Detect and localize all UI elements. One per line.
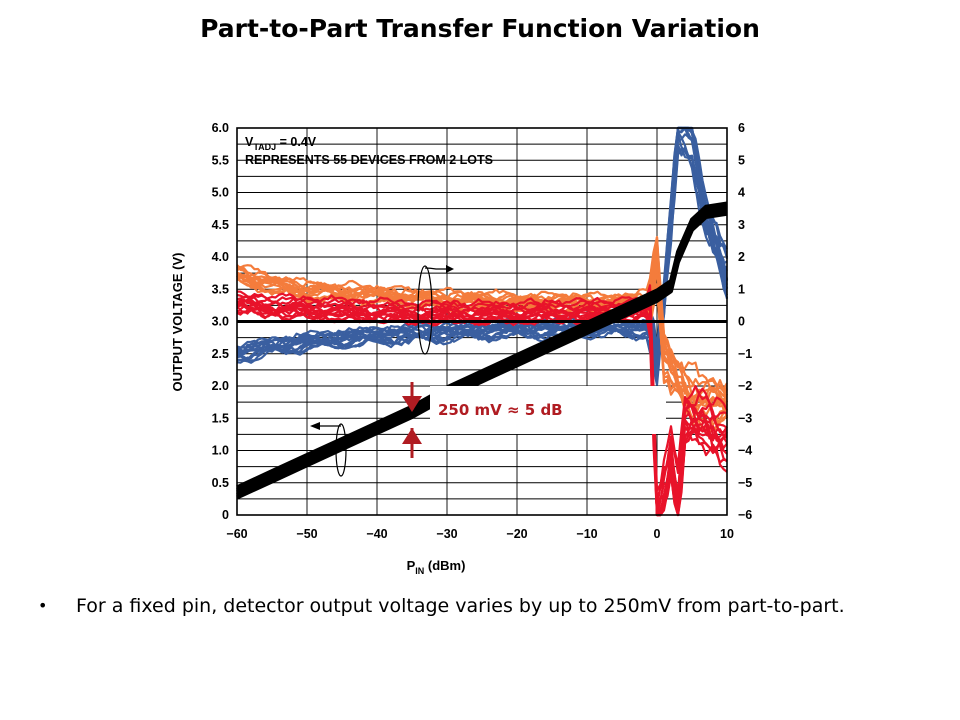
x-axis-label: PIN (dBm) bbox=[407, 558, 466, 576]
x-tick-label: 0 bbox=[654, 527, 661, 541]
series-line-error-low-lot bbox=[236, 147, 729, 379]
y2-tick-label: −5 bbox=[738, 476, 752, 490]
condition-value: = 0.4V bbox=[276, 135, 317, 149]
y2-tick-label: 1 bbox=[738, 282, 745, 296]
y-tick-label: 5.0 bbox=[212, 186, 229, 200]
bullet-text: For a fixed pin, detector output voltage… bbox=[76, 595, 845, 617]
x-tick-label: −20 bbox=[506, 527, 527, 541]
y-tick-label: 6.0 bbox=[212, 121, 229, 135]
x-tick-label: −50 bbox=[296, 527, 317, 541]
series-line-error-low-lot bbox=[236, 143, 729, 372]
x-axis-label-unit: (dBm) bbox=[424, 558, 465, 573]
tick-labels: 0 0.5 1.0 1.5 2.0 2.5 3.0 3.5 4.0 4.5 5.0 5.5 6.0 −6 −… bbox=[212, 121, 753, 541]
plot-frame bbox=[236, 127, 728, 516]
y2-tick-label: 0 bbox=[738, 315, 745, 329]
left-axis-arrow bbox=[310, 422, 347, 477]
y2-tick-label: 5 bbox=[738, 153, 745, 167]
y-tick-label: 3.0 bbox=[212, 315, 229, 329]
x-tick-label: −60 bbox=[226, 527, 247, 541]
x-tick-label: −10 bbox=[576, 527, 597, 541]
y2-tick-label: −3 bbox=[738, 411, 752, 425]
y-tick-label: 1.5 bbox=[212, 411, 229, 425]
variation-arrows bbox=[402, 382, 422, 458]
right-axis-arrow bbox=[417, 265, 454, 355]
y-axis-label: OUTPUT VOLTAGE (V) bbox=[170, 253, 185, 392]
y-tick-label: 0 bbox=[222, 508, 229, 522]
transfer-function-chart: 0 0.5 1.0 1.5 2.0 2.5 3.0 3.5 4.0 4.5 5.0 5.5 6.0 −6 −… bbox=[170, 121, 753, 576]
x-tick-label: 10 bbox=[720, 527, 734, 541]
y2-tick-label: 6 bbox=[738, 121, 745, 135]
bullet-item: • For a fixed pin, detector output volta… bbox=[38, 592, 918, 620]
condition-annotation: VTADJ = 0.4V bbox=[245, 135, 317, 152]
y2-tick-label: 2 bbox=[738, 250, 745, 264]
y-tick-label: 4.0 bbox=[212, 250, 229, 264]
y-tick-label: 0.5 bbox=[212, 476, 229, 490]
x-axis-label-subscript: IN bbox=[415, 566, 424, 576]
x-tick-label: −40 bbox=[366, 527, 387, 541]
y2-tick-label: −2 bbox=[738, 379, 752, 393]
y-tick-label: 5.5 bbox=[212, 153, 229, 167]
y-tick-label: 2.5 bbox=[212, 347, 229, 361]
devices-annotation: REPRESENTS 55 DEVICES FROM 2 LOTS bbox=[245, 153, 493, 167]
condition-subscript: TADJ bbox=[253, 142, 276, 152]
curve-family bbox=[236, 126, 729, 517]
x-tick-label: −30 bbox=[436, 527, 457, 541]
callout-label: 250 mV ≈ 5 dB bbox=[438, 401, 563, 419]
y2-tick-label: −4 bbox=[738, 444, 752, 458]
plot-border bbox=[236, 127, 728, 516]
y-tick-label: 2.0 bbox=[212, 379, 229, 393]
series-line-error-mid-lot bbox=[236, 304, 728, 517]
y-tick-label: 3.5 bbox=[212, 282, 229, 296]
y-tick-label: 1.0 bbox=[212, 444, 229, 458]
y-tick-label: 4.5 bbox=[212, 218, 229, 232]
condition-prefix: V bbox=[245, 135, 254, 149]
y2-tick-label: −6 bbox=[738, 508, 752, 522]
y2-tick-label: 4 bbox=[738, 186, 745, 200]
x-axis-label-main: P bbox=[407, 558, 416, 573]
callout-box bbox=[430, 386, 666, 434]
y2-tick-label: −1 bbox=[738, 347, 752, 361]
y2-tick-label: 3 bbox=[738, 218, 745, 232]
bullet-marker: • bbox=[38, 596, 48, 615]
bullet-list: • For a fixed pin, detector output volta… bbox=[38, 592, 918, 620]
slide-title: Part-to-Part Transfer Function Variation bbox=[200, 14, 760, 43]
